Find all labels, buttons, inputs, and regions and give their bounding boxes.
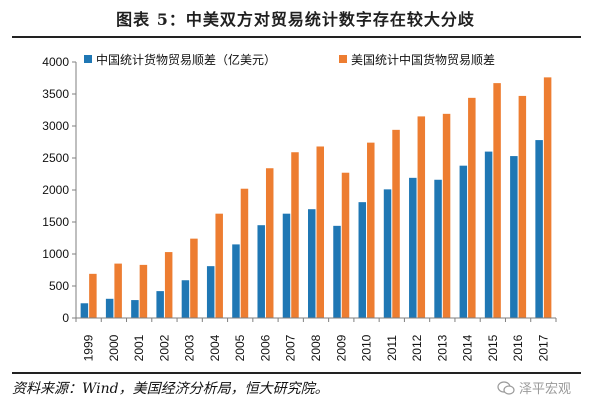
wechat-icon [497,380,515,395]
x-tick-label: 2012 [410,334,424,361]
y-tick-label: 1000 [42,247,69,261]
bar-china-2012 [409,177,417,318]
x-tick-label: 2008 [309,334,323,361]
y-tick-label: 3500 [42,87,69,101]
x-tick-label: 2015 [486,334,500,361]
bar-us-2013 [442,113,451,318]
bar-china-1999 [80,303,89,318]
bar-us-2014 [468,97,476,318]
bar-us-2009 [341,172,350,318]
x-tick-label: 2001 [132,334,146,361]
bar-us-2016 [518,95,527,318]
x-tick-label: 2005 [233,334,247,361]
x-tick-label: 2013 [435,334,449,361]
x-tick-label: 2016 [511,334,525,361]
x-tick-label: 2014 [461,334,475,361]
bar-us-1999 [89,273,97,318]
bar-china-2014 [459,165,468,318]
bar-us-2005 [240,188,249,318]
bar-us-2002 [164,252,173,318]
x-tick-label: 2004 [208,334,222,361]
bar-us-2012 [417,116,426,319]
x-tick-label: 1999 [82,334,96,361]
bar-us-2015 [493,83,501,318]
bar-china-2004 [206,266,215,318]
bar-china-2003 [181,280,190,318]
watermark: 泽平宏观 [497,378,571,397]
bar-chart: 0 500 1000 1500 2000 2500 3000 3500 4000 1999 200… [42,52,557,361]
bar-china-2005 [232,244,240,318]
source-note: 资料来源：Wind，美国经济分析局，恒大研究院。 [12,381,329,397]
bar-china-2002 [156,291,164,318]
bar-china-2001 [131,300,139,318]
x-tick-label: 2010 [360,334,374,361]
x-tick-label: 2006 [258,334,272,361]
bar-china-2000 [105,298,114,318]
y-tick-label: 4000 [42,55,69,69]
bar-china-2009 [333,225,341,318]
bar-us-2006 [265,168,274,318]
legend-label-china: 中国统计货物贸易顺差（亿美元） [96,52,276,67]
bar-us-2004 [215,213,223,318]
bar-us-2000 [114,263,122,318]
bar-us-2003 [190,238,198,318]
bar-us-2011 [392,129,400,318]
bar-china-2017 [535,140,543,318]
x-tick-label: 2011 [385,335,399,361]
bar-china-2010 [358,202,367,318]
y-tick-label: 2000 [42,183,69,197]
legend-label-us: 美国统计中国货物贸易顺差 [351,52,495,67]
x-tick-label: 2000 [107,334,121,361]
bar-us-2001 [139,264,148,318]
x-tick-label: 2017 [536,334,550,361]
bar-china-2011 [383,189,392,318]
bar-china-2008 [308,209,316,318]
x-tick-label: 2009 [334,334,348,361]
bar-china-2007 [282,213,291,318]
bar-us-2017 [543,77,552,318]
bar-china-2006 [257,225,265,318]
legend-swatch-china [84,55,92,63]
bar-us-2008 [316,146,324,318]
bar-us-2010 [367,142,375,318]
x-tick-label: 2003 [183,334,197,361]
bar-china-2015 [484,151,493,318]
y-tick-label: 1500 [42,215,69,229]
y-tick-label: 2500 [42,151,69,165]
y-tick-label: 500 [49,279,69,293]
bottom-rule [12,372,581,374]
bar-china-2013 [434,179,442,318]
y-tick-label: 0 [62,311,69,325]
legend-swatch-us [339,55,347,63]
watermark-text: 泽平宏观 [518,382,571,397]
x-tick-label: 2007 [284,334,298,361]
bar-us-2007 [291,152,299,318]
chart-title: 图表 5：中美双方对贸易统计数字存在较大分歧 [116,10,475,29]
y-tick-label: 3000 [42,119,69,133]
top-rule [12,36,581,38]
x-tick-label: 2002 [157,334,171,361]
bar-china-2016 [510,156,518,318]
